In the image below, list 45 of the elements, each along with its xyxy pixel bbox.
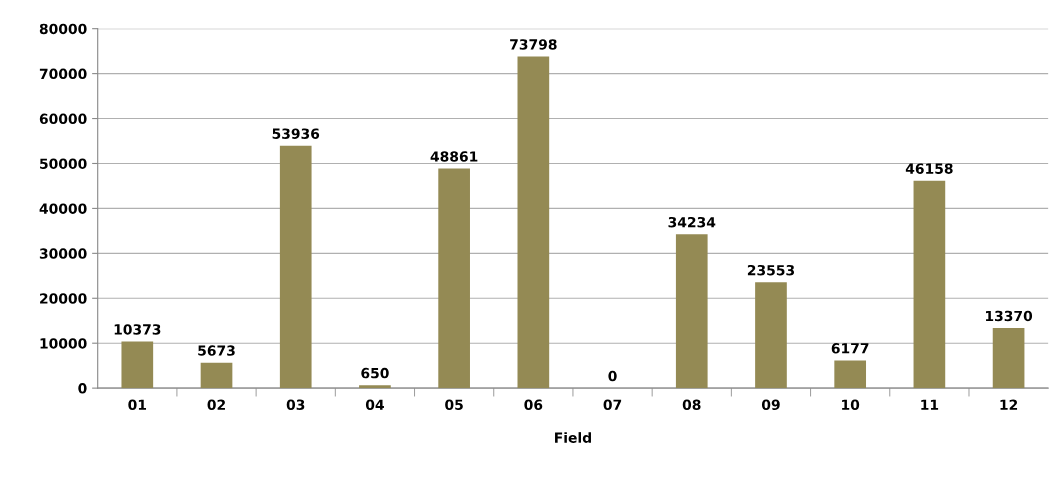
x-tick-label: 05 [445, 399, 463, 410]
x-tick-label: 08 [682, 399, 701, 410]
x-tick-label: 06 [524, 399, 543, 410]
y-tick-label: 60000 [39, 113, 87, 125]
x-tick-label: 04 [365, 399, 384, 410]
data-label: 5673 [198, 345, 235, 356]
bar [992, 328, 1025, 389]
y-tick-label: 10000 [40, 338, 87, 349]
x-tick-label: 09 [761, 399, 780, 410]
y-tick-label: 70000 [39, 68, 87, 80]
x-axis-title: Field [555, 432, 591, 443]
x-tick-label: 07 [603, 399, 622, 410]
bar [675, 234, 708, 389]
data-label: 13370 [986, 310, 1033, 322]
y-tick-label: 0 [78, 383, 87, 394]
data-label: 73798 [510, 39, 557, 50]
data-label: 10373 [114, 324, 161, 335]
bar [834, 360, 867, 389]
data-label: 48861 [430, 151, 478, 162]
bar [755, 282, 787, 389]
bar [121, 341, 154, 389]
y-tick-label: 40000 [39, 203, 87, 214]
x-tick-label: 12 [1000, 399, 1018, 410]
x-tick-label: 10 [842, 399, 860, 410]
data-label: 6177 [831, 343, 869, 354]
y-tick-label: 20000 [40, 293, 87, 304]
bar [359, 385, 391, 389]
bar [200, 362, 233, 389]
x-tick-label: 11 [921, 399, 939, 410]
bar [279, 145, 312, 389]
y-tick-label: 50000 [40, 158, 87, 169]
data-label: 46158 [905, 163, 953, 174]
x-tick-label: 02 [207, 399, 225, 410]
data-label: 34234 [668, 216, 716, 228]
bar [913, 180, 946, 389]
data-label: 53936 [272, 128, 320, 139]
x-tick-label: 03 [286, 399, 305, 410]
y-tick-label: 30000 [39, 248, 87, 259]
bar [438, 168, 470, 389]
bar [517, 56, 550, 389]
data-label: 23553 [747, 264, 795, 276]
y-tick-label: 80000 [39, 23, 87, 35]
data-label: 0 [608, 370, 617, 382]
data-label: 650 [361, 367, 389, 379]
x-tick-label: 01 [128, 399, 147, 410]
